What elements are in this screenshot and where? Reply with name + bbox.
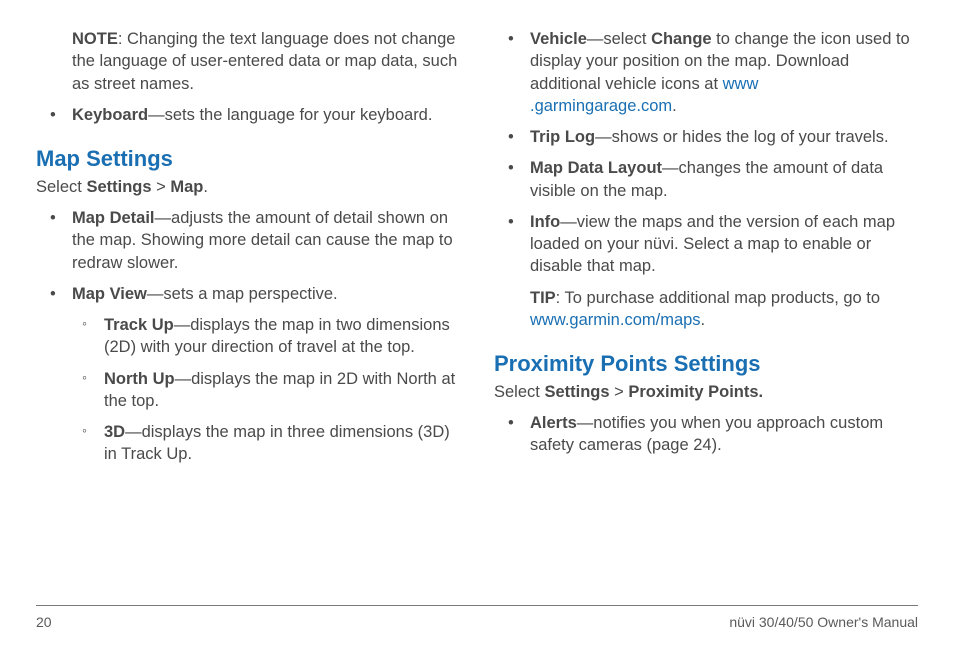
tip-post: . [701, 311, 706, 329]
path-settings: Settings [86, 178, 151, 196]
map-detail-name: Map Detail [72, 209, 155, 227]
trip-log-text: —shows or hides the log of your travels. [595, 128, 888, 146]
path-pre: Select [36, 178, 86, 196]
tip-label: TIP [530, 289, 556, 307]
tip-block: TIP: To purchase additional map products… [494, 287, 918, 332]
vehicle-name: Vehicle [530, 30, 587, 48]
map-view-item: Map View—sets a map perspective. Track U… [36, 283, 460, 466]
map-view-name: Map View [72, 285, 147, 303]
prox-path-sep: > [610, 383, 629, 401]
keyboard-name: Keyboard [72, 106, 148, 124]
map-data-layout-name: Map Data Layout [530, 159, 662, 177]
map-detail-item: Map Detail—adjusts the amount of detail … [36, 207, 460, 274]
left-column: NOTE: Changing the text language does no… [36, 28, 460, 583]
right-column: Vehicle—select Change to change the icon… [494, 28, 918, 583]
vehicle-post: . [672, 97, 677, 115]
map-settings-list: Map Detail—adjusts the amount of detail … [36, 207, 460, 466]
keyboard-list: Keyboard—sets the language for your keyb… [36, 104, 460, 126]
two-column-layout: NOTE: Changing the text language does no… [36, 28, 918, 583]
alerts-item: Alerts—notifies you when you approach cu… [494, 412, 918, 457]
prox-path-pre: Select [494, 383, 544, 401]
north-up-name: North Up [104, 370, 175, 388]
vehicle-change: Change [651, 30, 712, 48]
path-sep: > [152, 178, 171, 196]
page-footer-wrap: 20 nüvi 30/40/50 Owner's Manual [36, 599, 918, 630]
info-name: Info [530, 213, 560, 231]
info-text: —view the maps and the version of each m… [530, 213, 895, 276]
map-data-layout-item: Map Data Layout—changes the amount of da… [494, 157, 918, 202]
north-up-item: North Up—displays the map in 2D with Nor… [72, 368, 460, 413]
page-number: 20 [36, 614, 52, 630]
keyboard-item: Keyboard—sets the language for your keyb… [36, 104, 460, 126]
note-text: : Changing the text language does not ch… [72, 30, 457, 93]
path-post: . [203, 178, 208, 196]
alerts-text: —notifies you when you approach custom s… [530, 414, 883, 454]
trip-log-item: Trip Log—shows or hides the log of your … [494, 126, 918, 148]
three-d-text: —displays the map in three dimensions (3… [104, 423, 450, 463]
tip-text: : To purchase additional map products, g… [556, 289, 880, 307]
keyboard-text: —sets the language for your keyboard. [148, 106, 432, 124]
note-label: NOTE [72, 30, 118, 48]
vehicle-item: Vehicle—select Change to change the icon… [494, 28, 918, 117]
track-up-name: Track Up [104, 316, 174, 334]
proximity-heading: Proximity Points Settings [494, 349, 918, 379]
trip-log-name: Trip Log [530, 128, 595, 146]
manual-title: nüvi 30/40/50 Owner's Manual [729, 614, 918, 630]
prox-path-points: Proximity Points. [628, 383, 763, 401]
proximity-list: Alerts—notifies you when you approach cu… [494, 412, 918, 457]
tip-link[interactable]: www.garmin.com/maps [530, 311, 701, 329]
page-footer: 20 nüvi 30/40/50 Owner's Manual [36, 606, 918, 630]
proximity-path: Select Settings > Proximity Points. [494, 381, 918, 403]
map-settings-path: Select Settings > Map. [36, 176, 460, 198]
map-view-sublist: Track Up—displays the map in two dimensi… [72, 314, 460, 466]
three-d-item: 3D—displays the map in three dimensions … [72, 421, 460, 466]
track-up-item: Track Up—displays the map in two dimensi… [72, 314, 460, 359]
path-map: Map [170, 178, 203, 196]
alerts-name: Alerts [530, 414, 577, 432]
vehicle-pre: —select [587, 30, 651, 48]
map-settings-heading: Map Settings [36, 144, 460, 174]
three-d-name: 3D [104, 423, 125, 441]
prox-path-settings: Settings [544, 383, 609, 401]
right-settings-list: Vehicle—select Change to change the icon… [494, 28, 918, 278]
note-block: NOTE: Changing the text language does no… [36, 28, 460, 95]
map-view-text: —sets a map perspective. [147, 285, 338, 303]
info-item: Info—view the maps and the version of ea… [494, 211, 918, 278]
